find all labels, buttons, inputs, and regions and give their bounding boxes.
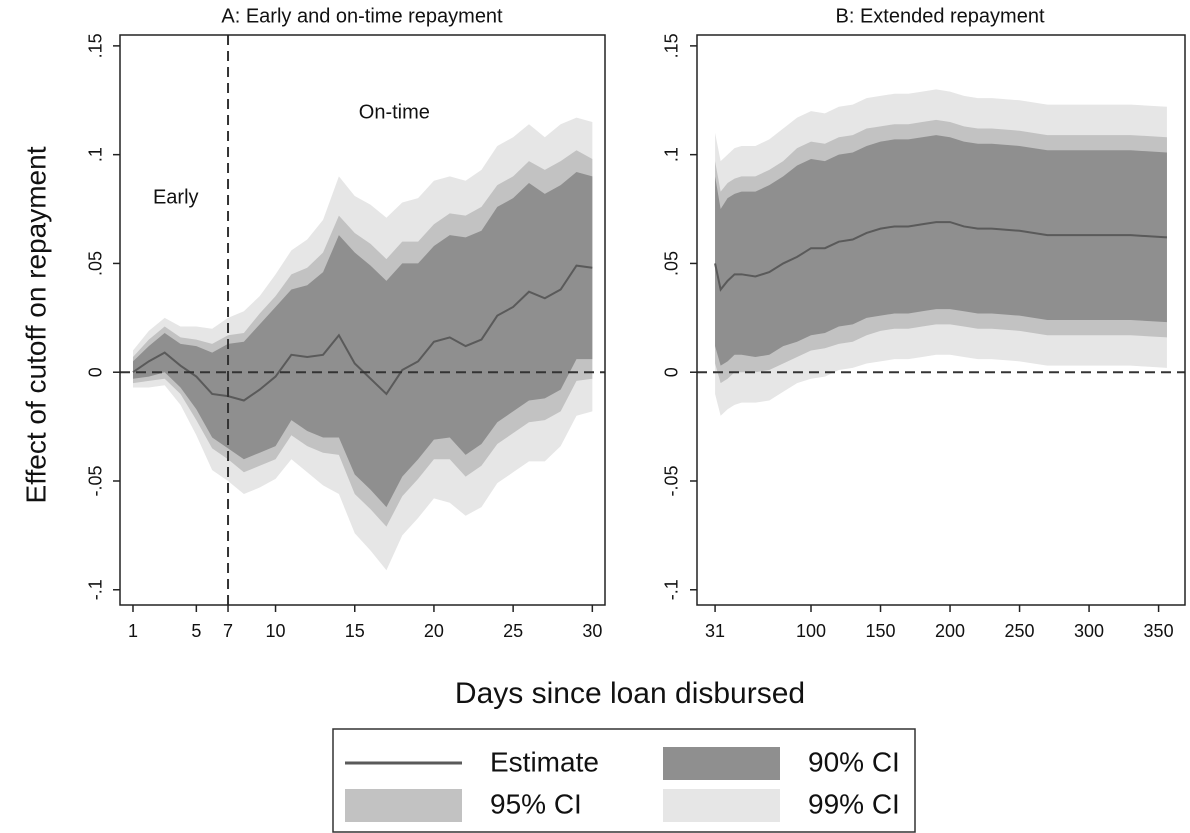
ci-band [132,172,593,508]
x-tick-label: 350 [1144,621,1174,641]
y-tick-label: -.05 [662,465,682,496]
legend-label: 95% CI [490,788,582,819]
x-tick-label: 7 [223,621,233,641]
legend-label: Estimate [490,746,599,777]
x-axis-label: Days since loan disbursed [455,677,805,710]
legend-label: 99% CI [808,788,900,819]
x-tick-label: 150 [865,621,895,641]
y-tick-label: .15 [662,33,682,58]
y-tick-label: 0 [86,367,106,377]
panel-title: A: Early and on-time repayment [221,5,503,27]
estimate-line [132,264,593,402]
y-tick-label: .05 [662,251,682,276]
plot-frame [696,34,1186,606]
y-tick-label: 0 [662,367,682,377]
y-tick-label: .15 [86,33,106,58]
annotation: On-time [359,102,430,124]
legend-swatch [663,789,780,822]
x-tick-label: 200 [935,621,965,641]
y-tick-label: .1 [86,147,106,162]
y-tick-label: .05 [86,251,106,276]
y-tick-label: -.1 [86,579,106,600]
legend-swatch [663,747,780,780]
annotation: Early [153,186,199,208]
x-tick-label: 30 [582,621,602,641]
y-tick-label: -.05 [86,465,106,496]
y-axis-label: Effect of cutoff on repayment [20,146,51,503]
legend-swatch [345,789,462,822]
y-tick-label: .1 [662,147,682,162]
x-tick-label: 31 [705,621,725,641]
x-tick-label: 20 [424,621,444,641]
estimate-line [714,221,1167,292]
x-tick-label: 100 [796,621,826,641]
panel-title: B: Extended repayment [835,5,1044,27]
x-tick-label: 1 [128,621,138,641]
x-tick-label: 10 [266,621,286,641]
ci-band [715,135,1167,366]
x-tick-label: 300 [1074,621,1104,641]
plot-frame [119,34,606,606]
x-tick-label: 250 [1005,621,1035,641]
x-tick-label: 5 [191,621,201,641]
x-tick-label: 15 [345,621,365,641]
x-tick-label: 25 [503,621,523,641]
legend-label: 90% CI [808,746,900,777]
y-tick-label: -.1 [662,579,682,600]
